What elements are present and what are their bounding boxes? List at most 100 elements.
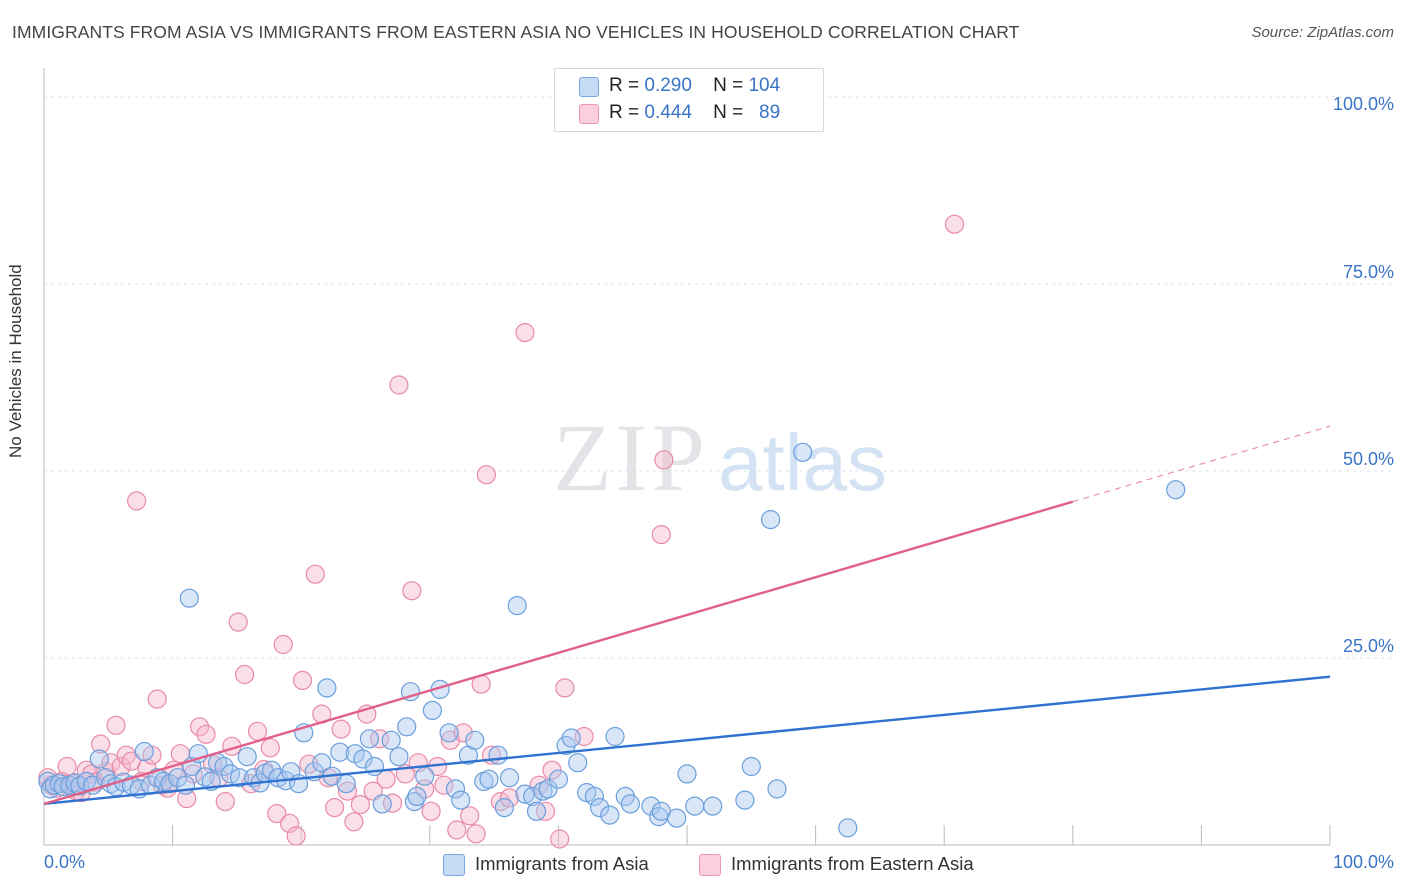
point-eastern-asia[interactable] <box>466 824 486 844</box>
point-asia[interactable] <box>685 796 705 816</box>
point-asia[interactable] <box>677 764 697 784</box>
point-asia[interactable] <box>793 442 813 462</box>
point-eastern-asia[interactable] <box>267 803 287 824</box>
point-asia[interactable] <box>214 756 234 777</box>
point-eastern-asia[interactable] <box>101 753 121 773</box>
point-asia[interactable] <box>53 777 73 797</box>
point-eastern-asia[interactable] <box>331 719 351 739</box>
point-eastern-asia[interactable] <box>550 829 570 849</box>
point-eastern-asia[interactable] <box>944 214 965 234</box>
point-eastern-asia[interactable] <box>90 734 111 754</box>
point-eastern-asia[interactable] <box>111 756 131 777</box>
point-asia[interactable] <box>317 678 337 698</box>
point-eastern-asia[interactable] <box>196 724 216 744</box>
point-asia[interactable] <box>703 796 723 816</box>
point-asia[interactable] <box>353 749 373 769</box>
point-asia[interactable] <box>330 742 350 762</box>
point-asia[interactable] <box>526 801 547 821</box>
point-eastern-asia[interactable] <box>292 670 313 691</box>
point-eastern-asia[interactable] <box>350 794 370 815</box>
point-eastern-asia[interactable] <box>96 762 116 782</box>
point-asia[interactable] <box>407 786 427 807</box>
point-asia[interactable] <box>389 747 409 767</box>
point-asia[interactable] <box>415 766 435 786</box>
point-asia[interactable] <box>584 786 605 807</box>
point-asia[interactable] <box>735 790 755 810</box>
point-eastern-asia[interactable] <box>421 801 441 821</box>
point-eastern-asia[interactable] <box>434 775 454 795</box>
point-eastern-asia[interactable] <box>453 723 473 743</box>
point-asia[interactable] <box>465 730 485 750</box>
point-asia[interactable] <box>838 818 858 838</box>
point-asia[interactable] <box>1166 480 1186 500</box>
point-asia[interactable] <box>479 769 499 789</box>
point-asia[interactable] <box>767 779 787 799</box>
point-asia[interactable] <box>667 808 687 828</box>
point-asia[interactable] <box>372 794 392 814</box>
point-asia[interactable] <box>445 779 466 799</box>
point-eastern-asia[interactable] <box>515 323 535 343</box>
point-eastern-asia[interactable] <box>106 715 126 735</box>
point-eastern-asia[interactable] <box>116 745 136 765</box>
point-asia[interactable] <box>741 756 761 777</box>
point-asia[interactable] <box>488 745 508 765</box>
point-eastern-asia[interactable] <box>183 764 203 784</box>
point-eastern-asia[interactable] <box>190 717 210 737</box>
point-asia[interactable] <box>620 794 641 814</box>
point-asia[interactable] <box>312 753 332 773</box>
point-eastern-asia[interactable] <box>447 820 467 840</box>
point-asia[interactable] <box>237 747 257 767</box>
point-eastern-asia[interactable] <box>325 797 345 818</box>
point-asia[interactable] <box>160 774 180 794</box>
point-asia[interactable] <box>523 786 543 807</box>
point-asia[interactable] <box>404 791 424 812</box>
point-asia[interactable] <box>281 762 301 782</box>
point-eastern-asia[interactable] <box>260 738 280 758</box>
point-asia[interactable] <box>336 774 356 794</box>
point-eastern-asia[interactable] <box>460 806 480 826</box>
point-eastern-asia[interactable] <box>127 491 147 511</box>
point-asia[interactable] <box>568 753 588 773</box>
point-eastern-asia[interactable] <box>273 634 293 655</box>
point-asia[interactable] <box>600 805 620 825</box>
point-asia[interactable] <box>439 723 459 743</box>
point-asia[interactable] <box>400 682 421 702</box>
point-eastern-asia[interactable] <box>337 781 358 801</box>
point-asia[interactable] <box>589 797 610 818</box>
point-asia[interactable] <box>89 749 109 769</box>
point-asia[interactable] <box>229 768 250 788</box>
point-eastern-asia[interactable] <box>247 721 268 741</box>
point-eastern-asia[interactable] <box>344 812 364 832</box>
point-eastern-asia[interactable] <box>499 788 520 808</box>
point-eastern-asia[interactable] <box>651 524 671 545</box>
point-asia[interactable] <box>262 760 282 780</box>
point-asia[interactable] <box>548 769 569 789</box>
point-eastern-asia[interactable] <box>215 791 235 812</box>
point-eastern-asia[interactable] <box>382 793 403 813</box>
point-asia[interactable] <box>499 768 520 788</box>
point-asia[interactable] <box>507 595 527 616</box>
point-eastern-asia[interactable] <box>654 450 674 470</box>
point-asia[interactable] <box>538 779 558 799</box>
point-asia[interactable] <box>179 588 199 608</box>
point-asia[interactable] <box>451 790 471 810</box>
point-eastern-asia[interactable] <box>402 581 422 601</box>
point-asia[interactable] <box>605 726 625 747</box>
point-eastern-asia[interactable] <box>305 564 325 584</box>
point-eastern-asia[interactable] <box>147 689 167 709</box>
point-eastern-asia[interactable] <box>57 756 77 777</box>
point-eastern-asia[interactable] <box>389 375 409 395</box>
point-asia[interactable] <box>494 797 514 818</box>
point-asia[interactable] <box>641 796 661 816</box>
point-asia[interactable] <box>561 728 581 748</box>
point-eastern-asia[interactable] <box>228 612 248 632</box>
point-asia[interactable] <box>359 729 379 749</box>
point-asia[interactable] <box>381 730 401 750</box>
point-eastern-asia[interactable] <box>235 664 255 685</box>
point-asia[interactable] <box>134 741 154 762</box>
point-asia[interactable] <box>168 768 188 788</box>
point-eastern-asia[interactable] <box>476 465 496 485</box>
point-eastern-asia[interactable] <box>555 678 575 698</box>
point-asia[interactable] <box>760 509 781 530</box>
point-asia[interactable] <box>422 700 442 721</box>
